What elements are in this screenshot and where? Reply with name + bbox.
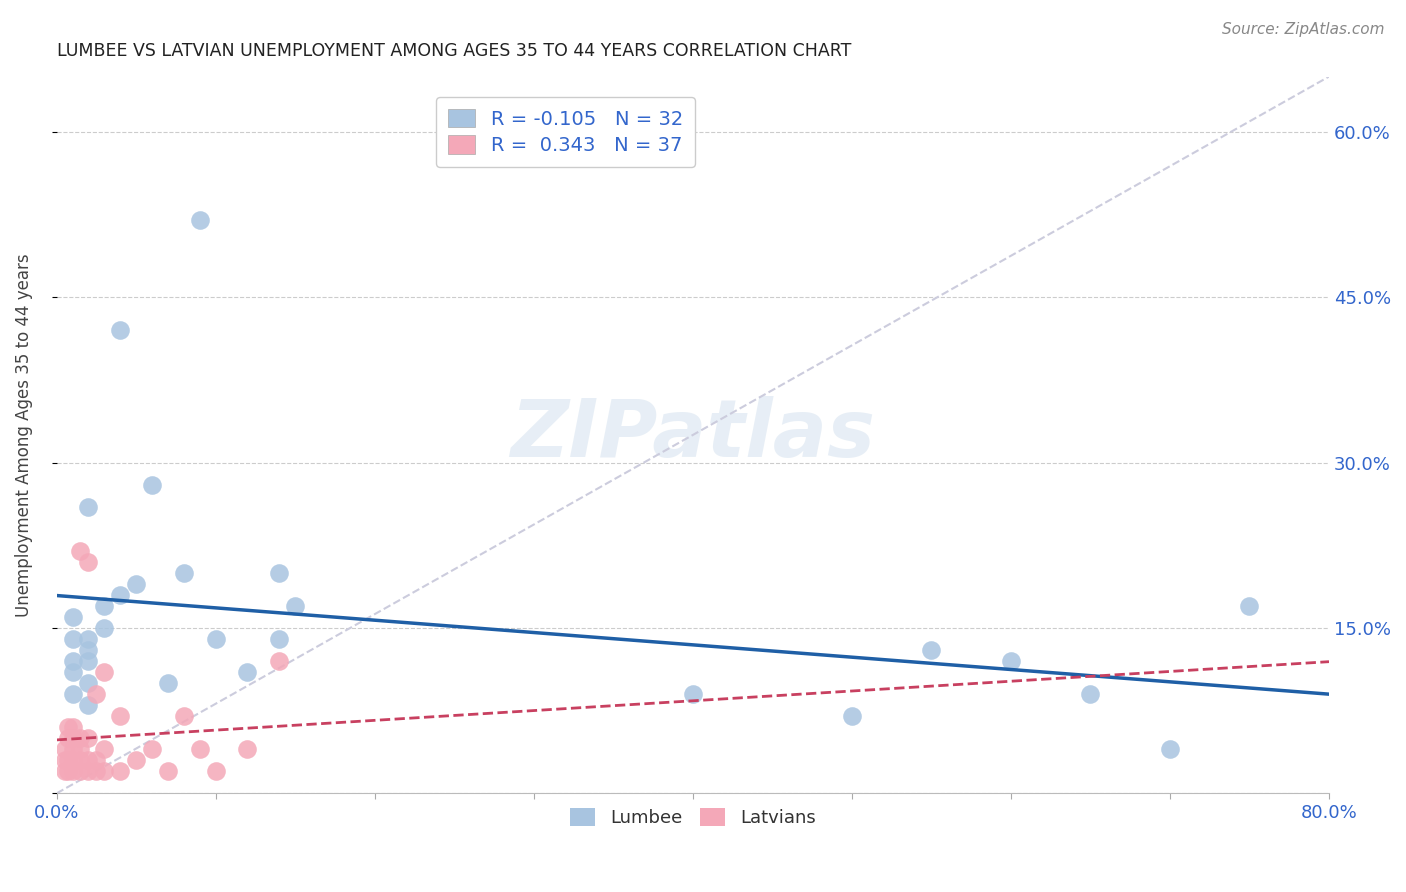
Point <box>86 753 108 767</box>
Point <box>77 643 100 657</box>
Point <box>62 654 84 668</box>
Point <box>110 588 132 602</box>
Y-axis label: Unemployment Among Ages 35 to 44 years: Unemployment Among Ages 35 to 44 years <box>15 253 32 616</box>
Point <box>62 720 84 734</box>
Point <box>93 742 115 756</box>
Point <box>841 709 863 723</box>
Point <box>93 764 115 779</box>
Point <box>141 477 163 491</box>
Point <box>1000 654 1022 668</box>
Point <box>69 543 91 558</box>
Point <box>77 731 100 746</box>
Text: LUMBEE VS LATVIAN UNEMPLOYMENT AMONG AGES 35 TO 44 YEARS CORRELATION CHART: LUMBEE VS LATVIAN UNEMPLOYMENT AMONG AGE… <box>56 42 851 60</box>
Point <box>77 676 100 690</box>
Point <box>69 742 91 756</box>
Point <box>188 742 211 756</box>
Point <box>1159 742 1181 756</box>
Text: Source: ZipAtlas.com: Source: ZipAtlas.com <box>1222 22 1385 37</box>
Point <box>77 654 100 668</box>
Point <box>1239 599 1261 613</box>
Point <box>62 764 84 779</box>
Legend: Lumbee, Latvians: Lumbee, Latvians <box>562 801 823 835</box>
Point <box>236 742 259 756</box>
Point <box>269 566 291 580</box>
Point <box>236 665 259 679</box>
Point <box>86 687 108 701</box>
Point <box>110 323 132 337</box>
Point <box>156 676 179 690</box>
Point <box>920 643 942 657</box>
Point <box>77 753 100 767</box>
Point <box>62 687 84 701</box>
Point <box>56 764 79 779</box>
Point <box>56 720 79 734</box>
Point <box>173 709 195 723</box>
Point <box>269 632 291 646</box>
Point <box>269 654 291 668</box>
Point <box>53 764 76 779</box>
Point <box>69 731 91 746</box>
Point <box>77 764 100 779</box>
Point <box>204 632 226 646</box>
Text: ZIPatlas: ZIPatlas <box>510 396 876 474</box>
Point <box>77 555 100 569</box>
Point <box>62 665 84 679</box>
Point <box>93 621 115 635</box>
Point <box>188 213 211 227</box>
Point <box>93 599 115 613</box>
Point <box>284 599 307 613</box>
Point <box>86 764 108 779</box>
Point <box>141 742 163 756</box>
Point <box>62 731 84 746</box>
Point <box>125 753 148 767</box>
Point <box>93 665 115 679</box>
Point <box>62 610 84 624</box>
Point <box>62 742 84 756</box>
Point <box>69 764 91 779</box>
Point <box>77 500 100 514</box>
Point <box>110 709 132 723</box>
Point <box>156 764 179 779</box>
Point <box>125 577 148 591</box>
Point <box>110 764 132 779</box>
Point <box>204 764 226 779</box>
Point <box>62 753 84 767</box>
Point <box>62 632 84 646</box>
Point <box>56 731 79 746</box>
Point <box>682 687 704 701</box>
Point <box>173 566 195 580</box>
Point <box>77 698 100 713</box>
Point <box>56 753 79 767</box>
Point <box>1080 687 1102 701</box>
Point <box>53 742 76 756</box>
Point <box>53 753 76 767</box>
Point <box>69 753 91 767</box>
Point <box>77 632 100 646</box>
